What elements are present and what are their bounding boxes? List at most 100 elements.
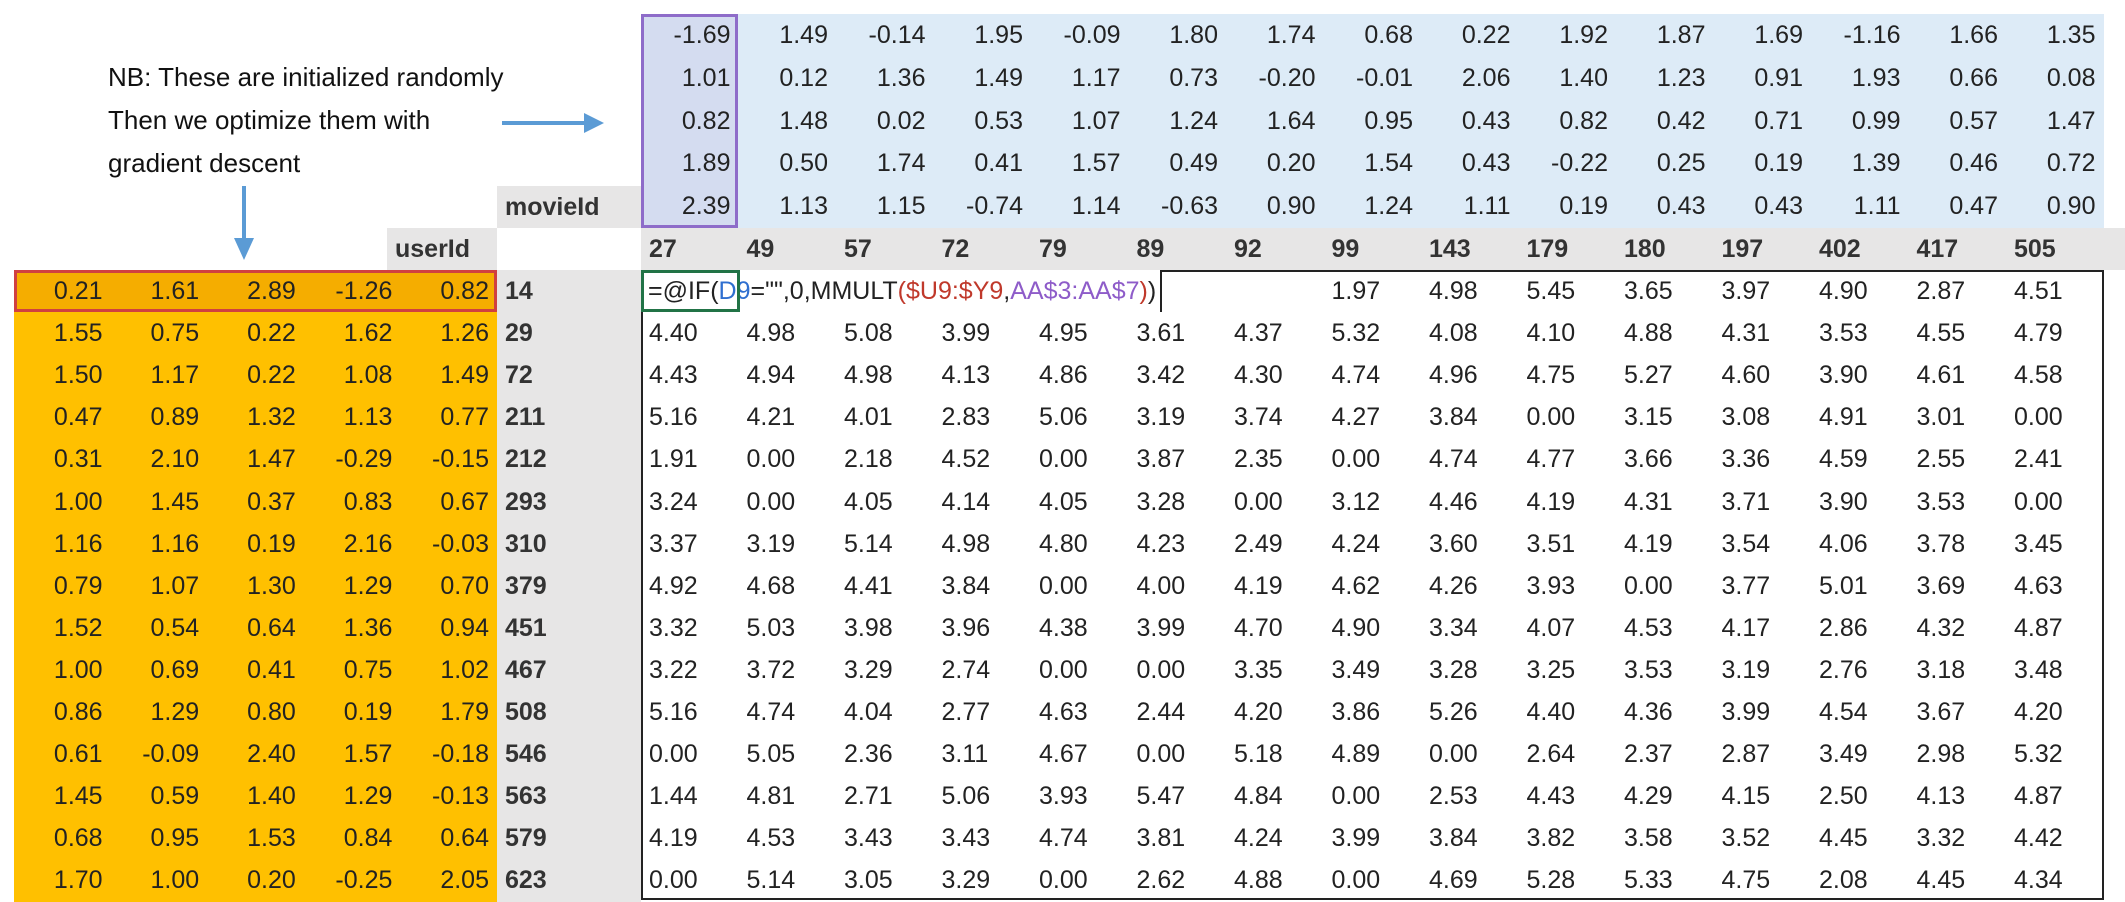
user-factor-cell[interactable]: -0.18 <box>432 740 489 769</box>
prediction-cell[interactable]: 3.08 <box>1721 403 1771 432</box>
movie-factor-cell[interactable]: 0.82 <box>1559 106 1608 135</box>
movie-factor-cell[interactable]: 0.02 <box>876 106 926 135</box>
prediction-cell[interactable]: 3.67 <box>1916 698 1966 726</box>
user-factor-cell[interactable]: 0.21 <box>53 277 103 305</box>
user-factor-cell[interactable]: 1.07 <box>150 571 200 600</box>
prediction-cell[interactable]: 3.72 <box>746 655 796 684</box>
prediction-cell[interactable]: 4.98 <box>1429 277 1478 305</box>
movie-factor-cell[interactable]: 0.20 <box>1266 149 1316 178</box>
prediction-cell[interactable]: 5.26 <box>1429 698 1478 726</box>
prediction-cell[interactable]: 4.30 <box>1234 361 1283 390</box>
user-factor-cell[interactable]: 1.79 <box>440 698 489 726</box>
user-factor-cell[interactable]: 1.08 <box>343 361 393 390</box>
user-factor-cell[interactable]: 0.19 <box>247 529 296 558</box>
user-factor-cell[interactable]: 1.16 <box>150 529 200 558</box>
prediction-cell[interactable]: 4.17 <box>1721 613 1771 642</box>
movie-factor-cell[interactable]: 2.06 <box>1461 63 1511 92</box>
prediction-cell[interactable]: 3.35 <box>1234 655 1283 684</box>
prediction-cell[interactable]: 4.63 <box>1039 698 1088 726</box>
movie-factor-cell[interactable]: 1.64 <box>1266 106 1316 135</box>
prediction-cell[interactable]: 4.98 <box>844 361 893 390</box>
prediction-cell[interactable]: 4.27 <box>1331 403 1381 432</box>
prediction-cell[interactable]: 3.98 <box>844 613 893 642</box>
prediction-cell[interactable]: 3.32 <box>1916 824 1966 853</box>
prediction-cell[interactable]: 4.61 <box>1916 361 1966 390</box>
user-factor-cell[interactable]: 1.53 <box>247 824 296 853</box>
prediction-cell[interactable]: 3.93 <box>1039 782 1088 811</box>
user-factor-cell[interactable]: 1.70 <box>53 866 103 895</box>
prediction-cell[interactable]: 3.60 <box>1429 529 1478 558</box>
prediction-cell[interactable]: 4.31 <box>1721 319 1771 348</box>
user-factor-cell[interactable]: 0.64 <box>247 613 296 642</box>
prediction-cell[interactable]: 1.97 <box>1331 277 1381 305</box>
prediction-cell[interactable]: 2.71 <box>844 782 893 811</box>
prediction-cell[interactable]: 2.49 <box>1234 529 1283 558</box>
prediction-cell[interactable]: 3.99 <box>941 319 991 348</box>
user-factor-cell[interactable]: 0.80 <box>247 698 296 726</box>
user-factor-cell[interactable]: 1.26 <box>440 319 489 348</box>
user-factor-cell[interactable]: 1.02 <box>440 655 489 684</box>
user-factor-cell[interactable]: 0.89 <box>150 403 200 432</box>
user-factor-cell[interactable]: 0.64 <box>440 824 489 853</box>
prediction-cell[interactable]: 4.81 <box>746 782 796 811</box>
prediction-cell[interactable]: 2.35 <box>1234 445 1283 474</box>
movie-factor-cell[interactable]: 0.46 <box>1949 149 1998 178</box>
prediction-cell[interactable]: 3.99 <box>1136 613 1186 642</box>
prediction-cell[interactable]: 3.52 <box>1721 824 1771 853</box>
user-factor-cell[interactable]: 0.20 <box>247 866 296 895</box>
movie-factor-cell[interactable]: -1.69 <box>673 21 731 49</box>
user-factor-cell[interactable]: 0.31 <box>53 445 103 474</box>
user-factor-cell[interactable]: 2.16 <box>343 529 393 558</box>
prediction-cell[interactable]: 4.88 <box>1234 866 1283 895</box>
prediction-cell[interactable]: 5.16 <box>649 403 698 432</box>
prediction-cell[interactable]: 4.98 <box>941 529 991 558</box>
prediction-cell[interactable]: 0.00 <box>1526 403 1576 432</box>
movie-factor-cell[interactable]: 1.74 <box>876 149 926 178</box>
prediction-cell[interactable]: 4.31 <box>1624 487 1673 516</box>
user-factor-cell[interactable]: 0.61 <box>53 740 103 769</box>
prediction-cell[interactable]: 3.97 <box>1721 277 1771 305</box>
prediction-cell[interactable]: 2.87 <box>1916 277 1966 305</box>
movie-factor-cell[interactable]: 1.17 <box>1071 63 1121 92</box>
prediction-cell[interactable]: 4.34 <box>2014 866 2063 895</box>
prediction-cell[interactable]: 3.19 <box>1721 655 1771 684</box>
user-factor-cell[interactable]: 0.54 <box>150 613 200 642</box>
user-factor-cell[interactable]: 0.67 <box>440 487 489 516</box>
prediction-cell[interactable]: 0.00 <box>1039 866 1088 895</box>
movie-factor-cell[interactable]: 0.57 <box>1949 106 1998 135</box>
user-factor-cell[interactable]: -0.29 <box>335 445 393 474</box>
prediction-cell[interactable]: 3.18 <box>1916 655 1966 684</box>
user-factor-cell[interactable]: 1.47 <box>247 445 296 474</box>
prediction-cell[interactable]: 0.00 <box>1331 866 1381 895</box>
prediction-cell[interactable]: 4.13 <box>1916 782 1966 811</box>
user-factor-cell[interactable]: 1.17 <box>150 361 200 390</box>
user-factor-cell[interactable]: 0.95 <box>150 824 200 853</box>
user-factor-cell[interactable]: 1.29 <box>343 782 393 811</box>
prediction-cell[interactable]: 3.93 <box>1526 571 1576 600</box>
movie-factor-cell[interactable]: 1.36 <box>876 63 926 92</box>
movie-factor-cell[interactable]: 1.47 <box>2046 106 2096 135</box>
user-factor-cell[interactable]: -0.15 <box>432 445 489 474</box>
prediction-cell[interactable]: 5.16 <box>649 698 698 726</box>
user-factor-cell[interactable]: 2.10 <box>150 445 200 474</box>
prediction-cell[interactable]: 4.10 <box>1526 319 1576 348</box>
prediction-cell[interactable]: 3.49 <box>1331 655 1381 684</box>
prediction-cell[interactable]: 3.78 <box>1916 529 1966 558</box>
user-factor-cell[interactable]: 0.68 <box>53 824 103 853</box>
user-factor-cell[interactable]: 1.52 <box>53 613 103 642</box>
user-factor-cell[interactable]: 1.57 <box>343 740 393 769</box>
movie-factor-cell[interactable]: 0.49 <box>1169 149 1218 178</box>
prediction-cell[interactable]: 4.84 <box>1234 782 1283 811</box>
prediction-cell[interactable]: 0.00 <box>1039 445 1088 474</box>
prediction-cell[interactable]: 4.05 <box>844 487 893 516</box>
prediction-cell[interactable]: 3.81 <box>1136 824 1186 853</box>
prediction-cell[interactable]: 3.45 <box>2014 529 2063 558</box>
prediction-cell[interactable]: 5.06 <box>1039 403 1088 432</box>
prediction-cell[interactable]: 2.50 <box>1819 782 1868 811</box>
prediction-cell[interactable]: 2.62 <box>1136 866 1186 895</box>
user-factor-cell[interactable]: 0.77 <box>440 403 489 432</box>
movie-factor-cell[interactable]: 0.73 <box>1169 63 1218 92</box>
movie-factor-cell[interactable]: 1.87 <box>1656 21 1706 49</box>
prediction-cell[interactable]: 4.54 <box>1819 698 1868 726</box>
prediction-cell[interactable]: 2.98 <box>1916 740 1966 769</box>
